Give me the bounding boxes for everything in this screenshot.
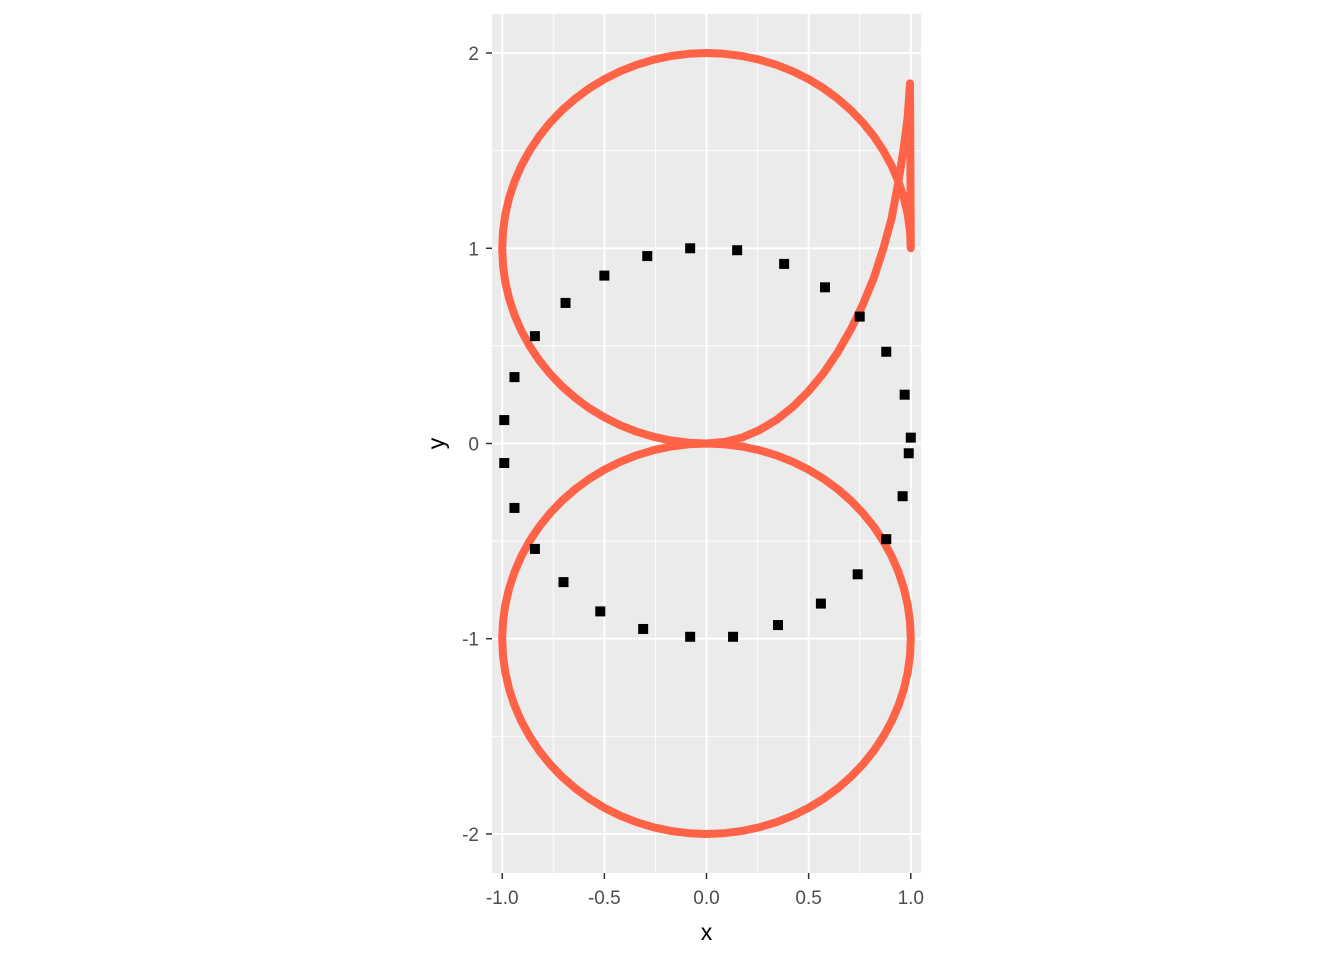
series-1-point xyxy=(558,577,569,588)
series-1-point xyxy=(732,245,743,256)
series-1-point xyxy=(773,620,783,631)
series-1-point xyxy=(509,372,520,383)
y-tick-label: -1 xyxy=(462,630,479,651)
series-layer xyxy=(498,49,916,838)
y-tick-label: 1 xyxy=(468,239,479,260)
x-tick-label: -1.0 xyxy=(486,888,519,909)
series-1-point xyxy=(685,631,696,642)
x-tick-label: -0.5 xyxy=(588,888,621,909)
x-tick-label: 0.5 xyxy=(795,888,821,909)
series-1-point xyxy=(638,623,649,634)
series-0-path xyxy=(498,49,915,838)
series-1-point xyxy=(905,432,916,443)
series-1-point xyxy=(499,458,510,469)
series-1-point xyxy=(852,569,863,580)
series-1-point xyxy=(897,491,908,502)
y-tick-label: 0 xyxy=(468,435,479,456)
series-1-point xyxy=(499,415,510,426)
series-1-point xyxy=(779,258,790,269)
series-1-point xyxy=(881,534,892,545)
x-tick-label: 1.0 xyxy=(898,888,924,909)
series-1-point xyxy=(819,282,830,293)
series-1-point xyxy=(560,297,571,308)
series-1-point xyxy=(899,389,910,400)
y-tick-label: 2 xyxy=(468,44,479,65)
series-1-point xyxy=(903,448,914,459)
series-1-point xyxy=(509,502,520,513)
x-axis-title: x xyxy=(701,919,713,945)
series-1-point xyxy=(599,270,610,281)
series-1-point xyxy=(685,243,696,254)
series-1-point xyxy=(728,631,739,642)
series-1-point xyxy=(595,606,606,617)
y-axis-title: y xyxy=(423,437,449,449)
axes: -1.0 -0.5 0.0 0.5 1.0 -2 -1 0 1 2 x y xyxy=(423,44,924,945)
series-1-point xyxy=(529,543,540,554)
series-1-point xyxy=(529,331,540,342)
y-tick-label: -2 xyxy=(462,825,479,846)
series-1-point xyxy=(815,598,826,609)
series-1-point xyxy=(642,251,653,262)
series-1-point xyxy=(854,311,865,322)
x-tick-label: 0.0 xyxy=(693,888,719,909)
series-1-point xyxy=(881,346,892,357)
